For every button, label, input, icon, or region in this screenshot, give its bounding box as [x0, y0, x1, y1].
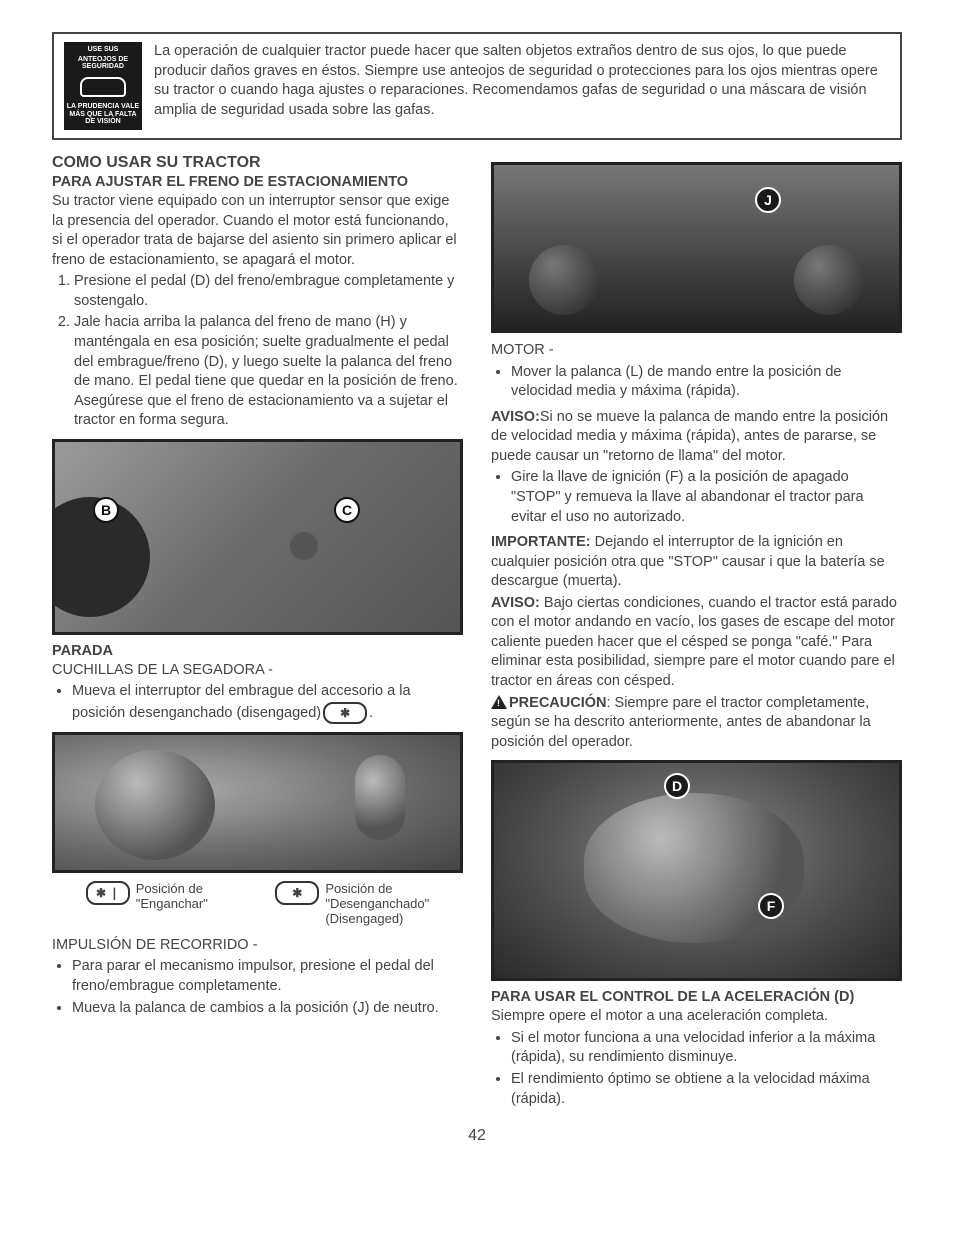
- engaged-icon: ✱ ❘: [86, 881, 130, 905]
- warning-box: USE SUS ANTEOJOS DE SEGURIDAD LA PRUDENC…: [52, 32, 902, 140]
- subtitle-accel: PARA USAR EL CONTROL DE LA ACELER­ACIÓN …: [491, 989, 902, 1005]
- importante-label: IMPORTANTE:: [491, 534, 591, 550]
- position-disengaged: ✱ Posición de "Desenganchado" (Disengage…: [275, 881, 429, 926]
- page-number: 42: [52, 1127, 902, 1145]
- lever-shape: [355, 755, 405, 840]
- impulsion-label: IMPULSIÓN DE RECORRIDO -: [52, 936, 463, 956]
- aviso-2: AVISO: Bajo ciertas condiciones, cuando …: [491, 594, 902, 692]
- knob-right: [794, 245, 864, 315]
- icon-text-bot: LA PRUDENCIA VALE MÁS QUE LA FALTA DE VI…: [66, 103, 140, 126]
- warning-text: La operación de cualquier tractor puede …: [154, 42, 890, 120]
- steering-shape: [95, 750, 215, 860]
- callout-j: J: [755, 187, 781, 213]
- step-1: Presione el pedal (D) del freno/embrague…: [74, 272, 463, 311]
- step-2: Jale hacia arriba la palanca del freno d…: [74, 313, 463, 430]
- steps-list: Presione el pedal (D) del freno/embrague…: [52, 272, 463, 431]
- cuchillas-label: CUCHILLAS DE LA SEGADORA -: [52, 661, 463, 681]
- section-title: COMO USAR SU TRACTOR: [52, 154, 463, 172]
- goggles-shape: [66, 73, 140, 101]
- two-column-layout: COMO USAR SU TRACTOR PARA AJUSTAR EL FRE…: [52, 154, 902, 1115]
- aviso-1: AVISO:Si no se mueve la palanca de mando…: [491, 408, 902, 467]
- icon-text-top: USE SUS: [66, 46, 140, 54]
- motor-item-2: Gire la llave de ignición (F) a la posic…: [511, 468, 902, 527]
- subtitle-parada: PARADA: [52, 643, 463, 659]
- motor-item-1: Mover la palanca (L) de mando entre la p…: [511, 363, 902, 402]
- importante: IMPORTANTE: Dejando el interruptor de la…: [491, 533, 902, 592]
- disengaged-inline-icon: ✱: [323, 702, 367, 724]
- caution-triangle-icon: [491, 695, 507, 709]
- position-legend: ✱ ❘ Posición de "Enganchar" ✱ Posición d…: [52, 881, 463, 926]
- disengaged-icon: ✱: [275, 881, 319, 905]
- impulsion-list: Para parar el mecanismo impulsor, presio…: [52, 957, 463, 1018]
- intro-paragraph: Su tractor viene equipado con un interru…: [52, 192, 463, 270]
- accel-item-1: Si el motor funciona a una velocidad inf…: [511, 1029, 902, 1068]
- figure-throttle-control: D F: [491, 760, 902, 981]
- motor-list-2: Gire la llave de ignición (F) a la posic…: [491, 468, 902, 527]
- subtitle-freno: PARA AJUSTAR EL FRENO DE ESTACIONA­MIENT…: [52, 174, 463, 190]
- manual-page: USE SUS ANTEOJOS DE SEGURIDAD LA PRUDENC…: [0, 0, 954, 1165]
- aviso-1-text: Si no se mueve la palanca de mando entre…: [491, 409, 888, 464]
- figure-clutch-lever: [52, 732, 463, 873]
- motor-list-1: Mover la palanca (L) de mando entre la p…: [491, 363, 902, 402]
- safety-goggles-icon: USE SUS ANTEOJOS DE SEGURIDAD LA PRUDENC…: [64, 42, 142, 130]
- impulsion-item-2: Mueva la palanca de cambios a la posició…: [72, 999, 463, 1019]
- aviso-2-label: AVISO:: [491, 595, 540, 611]
- motor-label: MOTOR -: [491, 341, 902, 361]
- cuchillas-text-b: .: [369, 705, 373, 721]
- cuchillas-item: Mueva el interruptor del embrague del ac…: [72, 682, 463, 724]
- icon-text-mid: ANTEOJOS DE SEGURIDAD: [66, 56, 140, 71]
- figure-brake-pedal: B C: [52, 439, 463, 635]
- cuchillas-list: Mueva el interruptor del embrague del ac…: [52, 682, 463, 724]
- left-column: COMO USAR SU TRACTOR PARA AJUSTAR EL FRE…: [52, 154, 463, 1115]
- accel-item-2: El rendimiento óptimo se obtiene a la ve…: [511, 1070, 902, 1109]
- aviso-2-text: Bajo ciertas condiciones, cuando el trac…: [491, 595, 897, 689]
- accel-intro: Siempre opere el motor a una aceleración…: [491, 1007, 902, 1027]
- callout-b: B: [93, 497, 119, 523]
- right-column: J MOTOR - Mover la palanca (L) de mando …: [491, 154, 902, 1115]
- precaucion: PRECAUCIÓN: Siempre pare el tractor comp…: [491, 694, 902, 753]
- engaged-label: Posición de "Enganchar": [136, 881, 208, 911]
- knob-left: [529, 245, 599, 315]
- position-engaged: ✱ ❘ Posición de "Enganchar": [86, 881, 208, 926]
- aviso-1-label: AVISO:: [491, 409, 540, 425]
- figure-shift-lever: J: [491, 162, 902, 333]
- callout-c: C: [334, 497, 360, 523]
- impulsion-item-1: Para parar el mecanismo impulsor, presio…: [72, 957, 463, 996]
- accel-list: Si el motor funciona a una velocidad inf…: [491, 1029, 902, 1109]
- pedal-shape: [290, 532, 318, 560]
- disengaged-label: Posición de "Desenganchado" (Disengaged): [325, 881, 429, 926]
- precaucion-label: PRECAUCIÓN: [509, 695, 606, 711]
- dash-shape: [584, 793, 804, 943]
